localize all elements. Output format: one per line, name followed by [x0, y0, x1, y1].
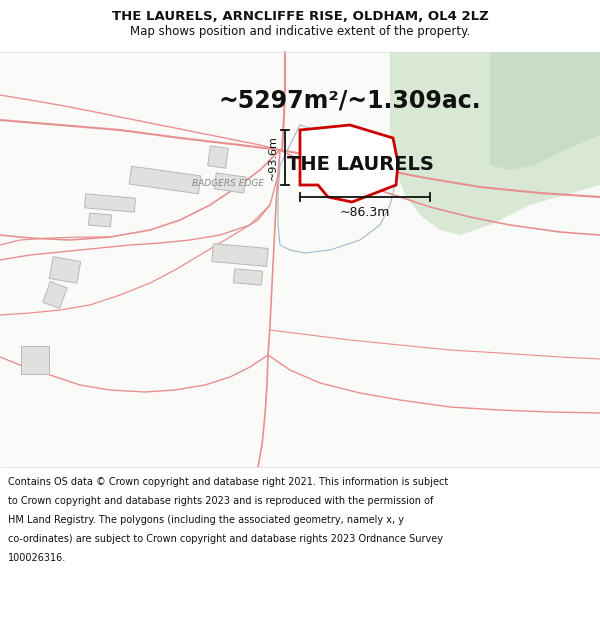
- Text: THE LAURELS, ARNCLIFFE RISE, OLDHAM, OL4 2LZ: THE LAURELS, ARNCLIFFE RISE, OLDHAM, OL4…: [112, 9, 488, 22]
- Text: co-ordinates) are subject to Crown copyright and database rights 2023 Ordnance S: co-ordinates) are subject to Crown copyr…: [8, 534, 443, 544]
- Polygon shape: [89, 213, 112, 227]
- Text: THE LAURELS: THE LAURELS: [287, 156, 433, 174]
- Text: Contains OS data © Crown copyright and database right 2021. This information is : Contains OS data © Crown copyright and d…: [8, 477, 448, 487]
- Polygon shape: [490, 52, 600, 170]
- Polygon shape: [43, 282, 67, 308]
- Polygon shape: [233, 269, 263, 285]
- Text: ~86.3m: ~86.3m: [340, 206, 390, 219]
- Polygon shape: [300, 125, 398, 202]
- Polygon shape: [21, 346, 49, 374]
- Text: BADGERS EDGE: BADGERS EDGE: [192, 179, 264, 187]
- Polygon shape: [212, 244, 268, 266]
- Polygon shape: [49, 257, 80, 283]
- Text: HM Land Registry. The polygons (including the associated geometry, namely x, y: HM Land Registry. The polygons (includin…: [8, 515, 404, 525]
- Text: 100026316.: 100026316.: [8, 553, 66, 563]
- Text: ~5297m²/~1.309ac.: ~5297m²/~1.309ac.: [218, 88, 481, 112]
- Polygon shape: [129, 166, 201, 194]
- Text: ~93.6m: ~93.6m: [268, 135, 278, 180]
- Text: to Crown copyright and database rights 2023 and is reproduced with the permissio: to Crown copyright and database rights 2…: [8, 496, 433, 506]
- Polygon shape: [208, 146, 229, 168]
- Text: Map shows position and indicative extent of the property.: Map shows position and indicative extent…: [130, 24, 470, 38]
- Bar: [0, 52, 600, 467]
- Polygon shape: [214, 173, 246, 193]
- Polygon shape: [85, 194, 136, 212]
- Polygon shape: [390, 52, 600, 235]
- Bar: [0, 467, 600, 625]
- Bar: [0, 0, 600, 52]
